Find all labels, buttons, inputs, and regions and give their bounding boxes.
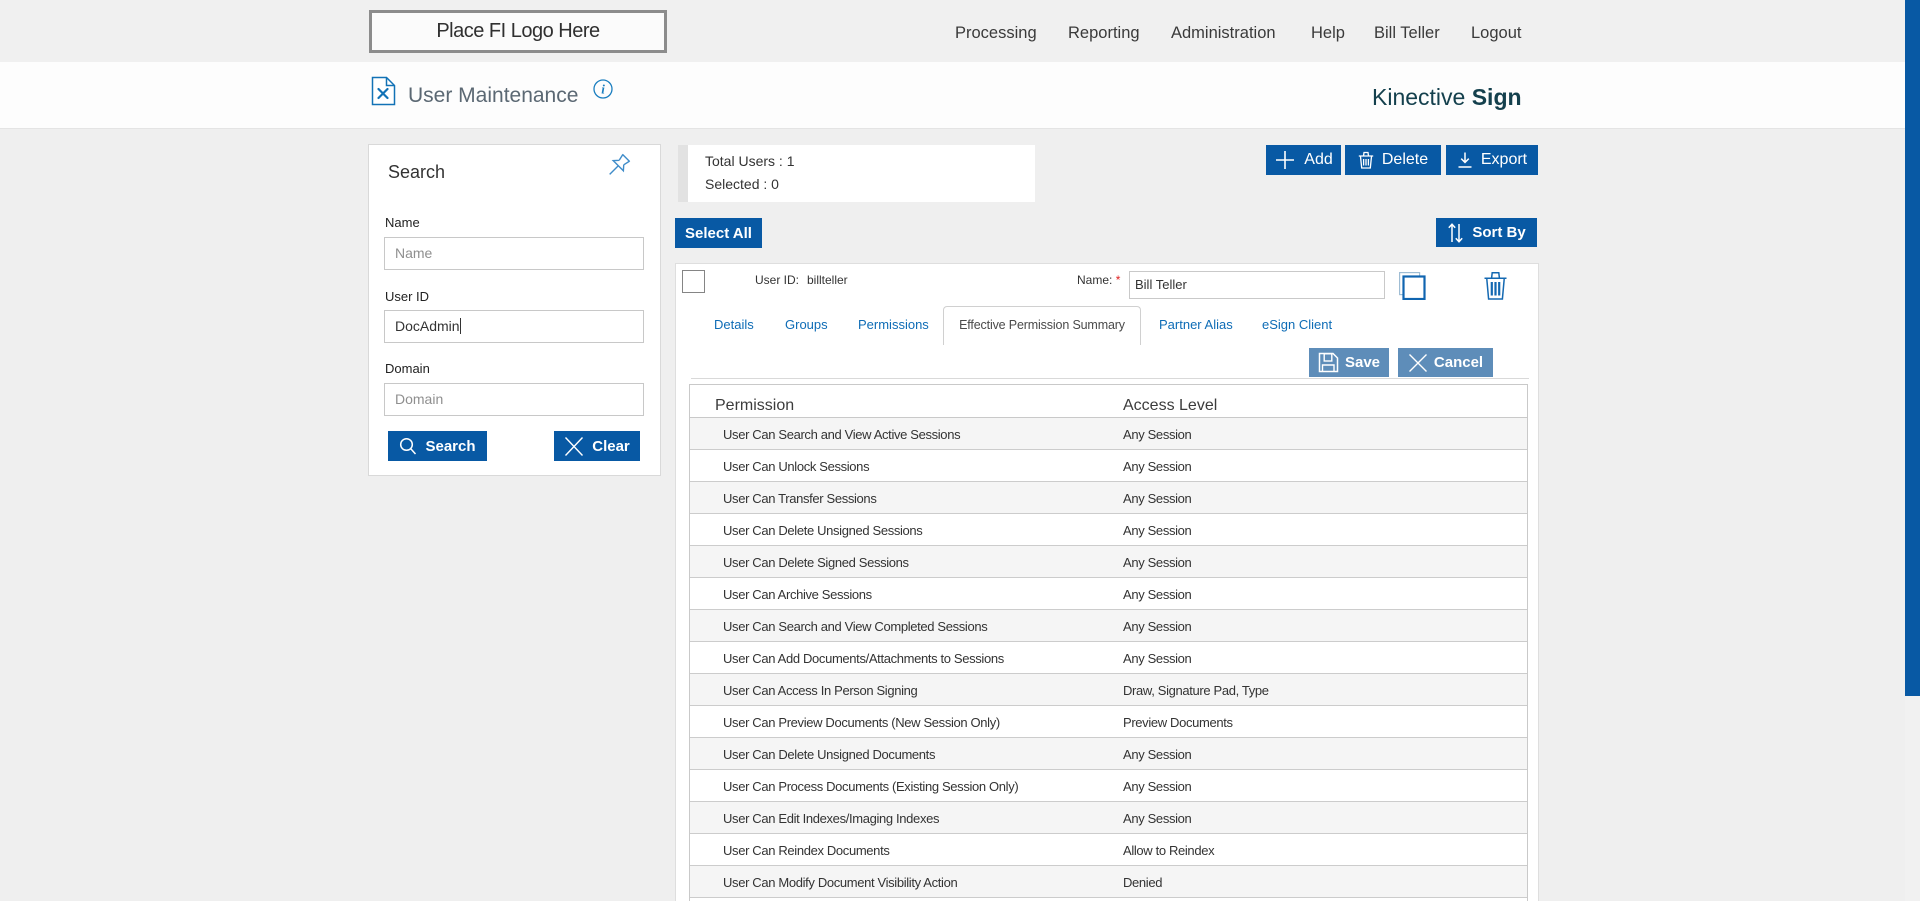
svg-text:i: i	[601, 82, 605, 97]
